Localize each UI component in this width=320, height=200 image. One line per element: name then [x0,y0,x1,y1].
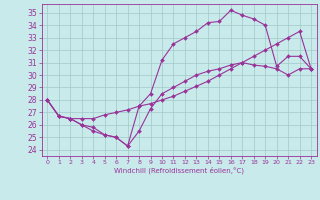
X-axis label: Windchill (Refroidissement éolien,°C): Windchill (Refroidissement éolien,°C) [114,167,244,174]
